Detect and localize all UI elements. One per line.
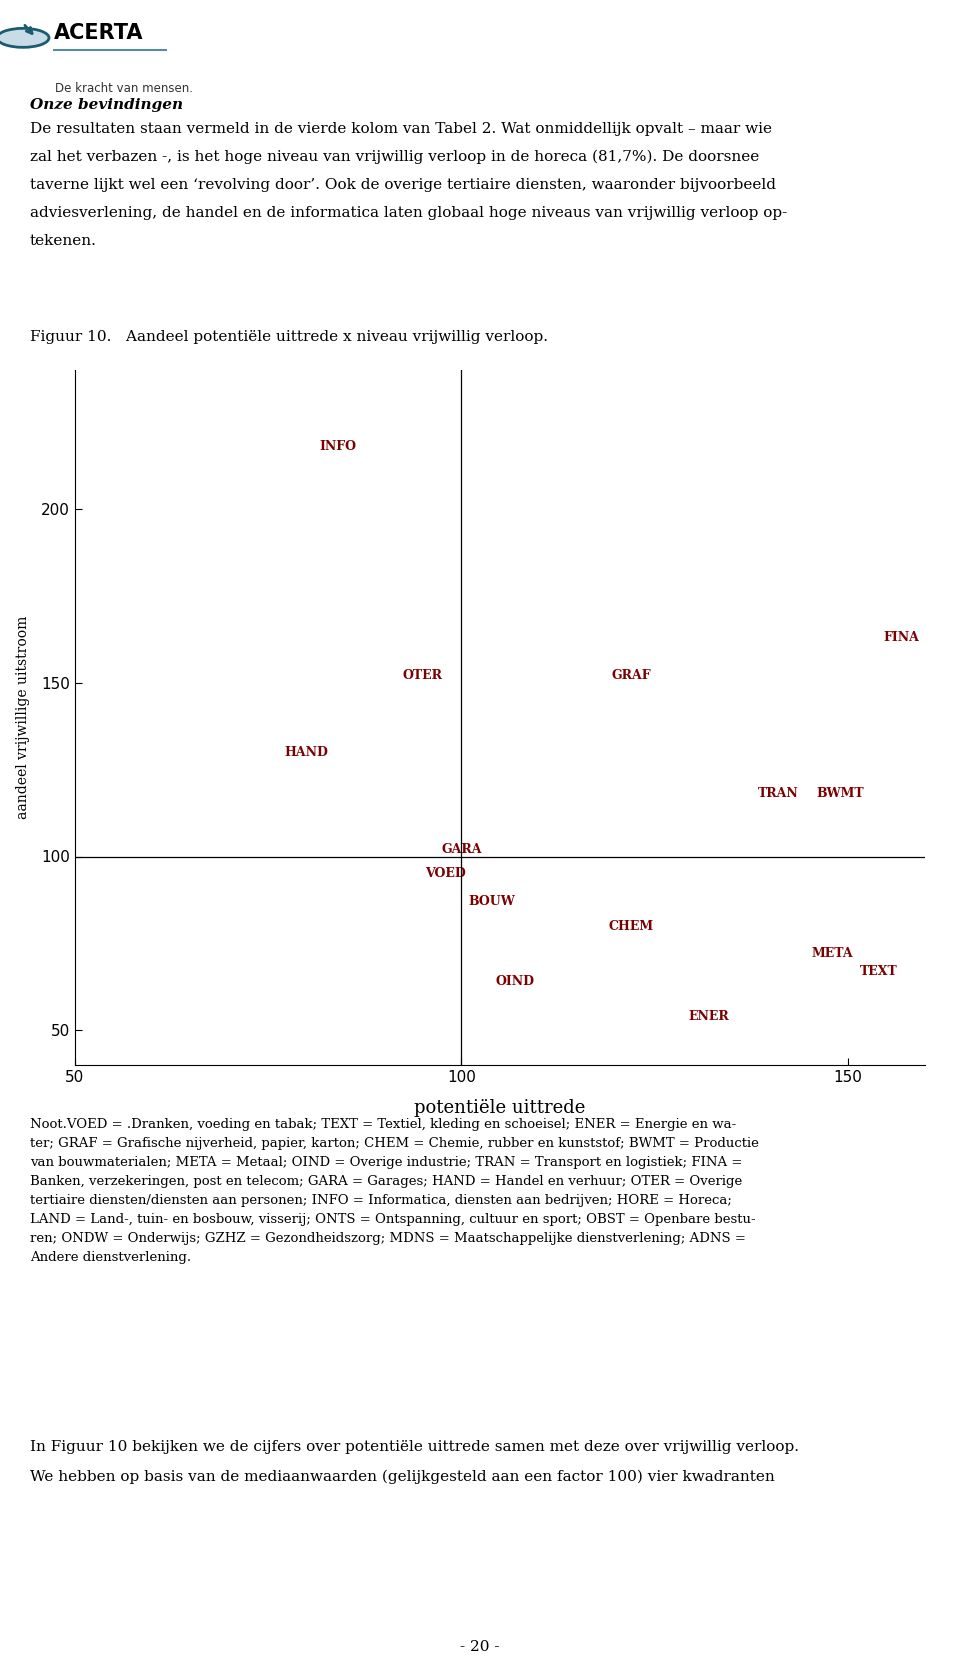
Text: De resultaten staan vermeld in de vierde kolom van Tabel 2. Wat onmiddellijk opv: De resultaten staan vermeld in de vierde… <box>30 122 772 136</box>
Text: taverne lijkt wel een ‘revolving door’. Ook de overige tertiaire diensten, waaro: taverne lijkt wel een ‘revolving door’. … <box>30 178 776 193</box>
Text: TRAN: TRAN <box>757 787 799 801</box>
Text: HAND: HAND <box>285 745 328 759</box>
Text: tekenen.: tekenen. <box>30 235 97 248</box>
Text: TEXT: TEXT <box>860 965 898 978</box>
Text: VOED: VOED <box>425 868 467 881</box>
X-axis label: potentiële uittrede: potentiële uittrede <box>415 1099 586 1117</box>
Text: META: META <box>811 948 853 960</box>
Text: Noot.VOED = .Dranken, voeding en tabak; TEXT = Textiel, kleding en schoeisel; EN: Noot.VOED = .Dranken, voeding en tabak; … <box>30 1117 736 1131</box>
Text: tertiaire diensten/diensten aan personen; INFO = Informatica, diensten aan bedri: tertiaire diensten/diensten aan personen… <box>30 1194 732 1208</box>
Circle shape <box>0 28 49 47</box>
Text: BOUW: BOUW <box>468 894 516 908</box>
Text: van bouwmaterialen; META = Metaal; OIND = Overige industrie; TRAN = Transport en: van bouwmaterialen; META = Metaal; OIND … <box>30 1156 742 1169</box>
Text: CHEM: CHEM <box>609 920 654 933</box>
Text: LAND = Land-, tuin- en bosbouw, visserij; ONTS = Ontspanning, cultuur en sport; : LAND = Land-, tuin- en bosbouw, visserij… <box>30 1213 756 1226</box>
Text: De kracht van mensen.: De kracht van mensen. <box>55 82 193 95</box>
Text: ren; ONDW = Onderwijs; GZHZ = Gezondheidszorg; MDNS = Maatschappelijke dienstver: ren; ONDW = Onderwijs; GZHZ = Gezondheid… <box>30 1233 746 1245</box>
Text: Banken, verzekeringen, post en telecom; GARA = Garages; HAND = Handel en verhuur: Banken, verzekeringen, post en telecom; … <box>30 1174 742 1188</box>
Text: Andere dienstverlening.: Andere dienstverlening. <box>30 1251 191 1265</box>
Text: zal het verbazen -, is het hoge niveau van vrijwillig verloop in de horeca (81,7: zal het verbazen -, is het hoge niveau v… <box>30 151 759 164</box>
Text: LEUVEN: LEUVEN <box>594 40 729 70</box>
Y-axis label: aandeel vrijwillige uitstroom: aandeel vrijwillige uitstroom <box>16 616 30 819</box>
Text: - 20 -: - 20 - <box>460 1640 500 1653</box>
Text: INFO: INFO <box>320 441 356 452</box>
Text: We hebben op basis van de mediaanwaarden (gelijkgesteld aan een factor 100) vier: We hebben op basis van de mediaanwaarden… <box>30 1471 775 1484</box>
Text: ter; GRAF = Grafische nijverheid, papier, karton; CHEM = Chemie, rubber en kunst: ter; GRAF = Grafische nijverheid, papier… <box>30 1137 758 1151</box>
Text: OTER: OTER <box>403 670 443 682</box>
Text: GRAF: GRAF <box>612 670 651 682</box>
Text: KATHOLIEKE UNIVERSITEIT: KATHOLIEKE UNIVERSITEIT <box>601 18 731 28</box>
Text: BWMT: BWMT <box>816 787 864 801</box>
Text: ACERTA: ACERTA <box>54 23 143 44</box>
Text: adviesverlening, de handel en de informatica laten globaal hoge niveaus van vrij: adviesverlening, de handel en de informa… <box>30 206 787 219</box>
Text: Figuur 10.   Aandeel potentiële uittrede x niveau vrijwillig verloop.: Figuur 10. Aandeel potentiële uittrede x… <box>30 330 548 343</box>
Text: In Figuur 10 bekijken we de cijfers over potentiële uittrede samen met deze over: In Figuur 10 bekijken we de cijfers over… <box>30 1440 799 1454</box>
Text: ENER: ENER <box>688 1010 729 1023</box>
Text: Onze bevindingen: Onze bevindingen <box>30 99 183 112</box>
Text: GARA: GARA <box>441 843 482 856</box>
Text: OIND: OIND <box>496 975 535 988</box>
Text: FINA: FINA <box>884 631 920 645</box>
